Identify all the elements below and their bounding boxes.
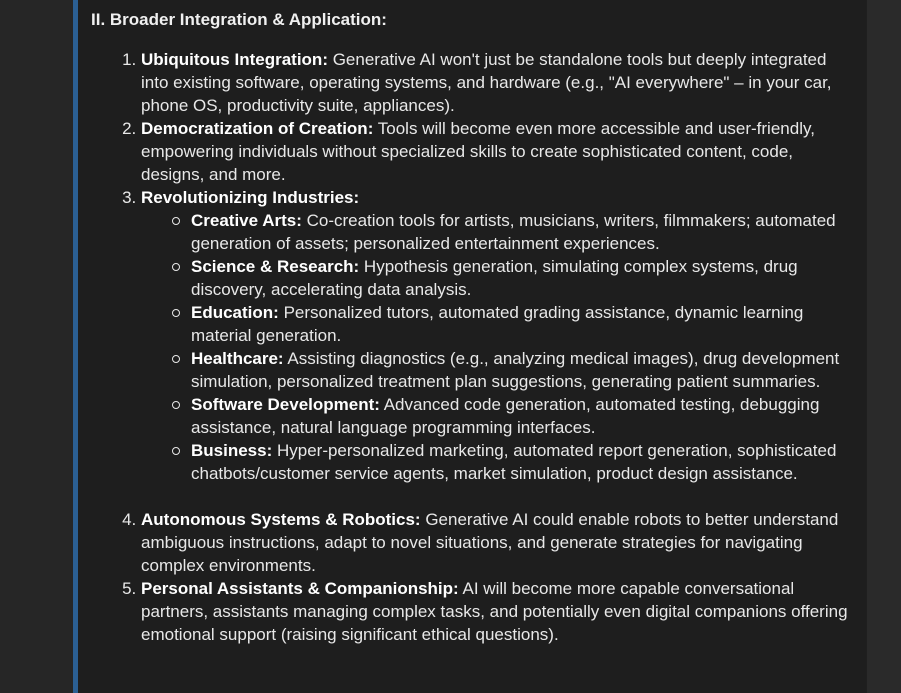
sub-item-software-development: Software Development: Advanced code gene… bbox=[172, 393, 851, 439]
list-item-term: Personal Assistants & Companionship: bbox=[141, 579, 459, 598]
hollow-circle-bullet-icon bbox=[172, 447, 180, 455]
list-item-term: Ubiquitous Integration: bbox=[141, 50, 328, 69]
sub-item-text: Co-creation tools for artists, musicians… bbox=[191, 211, 836, 253]
sub-item-text: Assisting diagnostics (e.g., analyzing m… bbox=[191, 349, 840, 391]
list-item-term: Autonomous Systems & Robotics: bbox=[141, 510, 421, 529]
right-gutter bbox=[866, 0, 901, 693]
hollow-circle-bullet-icon bbox=[172, 401, 180, 409]
industries-sub-list: Creative Arts: Co-creation tools for art… bbox=[141, 209, 851, 485]
hollow-circle-bullet-icon bbox=[172, 217, 180, 225]
list-item-term: Revolutionizing Industries: bbox=[141, 188, 360, 207]
list-item-text: Generative AI won't just be standalone t… bbox=[141, 50, 832, 115]
sub-item-text: Hypothesis generation, simulating comple… bbox=[191, 257, 798, 299]
sub-item-creative-arts: Creative Arts: Co-creation tools for art… bbox=[172, 209, 851, 255]
list-item-text: AI will become more capable conversation… bbox=[141, 579, 848, 644]
sub-item-education: Education: Personalized tutors, automate… bbox=[172, 301, 851, 347]
list-item-autonomous-systems: Autonomous Systems & Robotics: Generativ… bbox=[141, 508, 851, 577]
left-gutter bbox=[0, 0, 73, 693]
sub-item-text: Advanced code generation, automated test… bbox=[191, 395, 820, 437]
sub-item-term: Healthcare: bbox=[191, 349, 284, 368]
list-item-ubiquitous-integration: Ubiquitous Integration: Generative AI wo… bbox=[141, 48, 851, 117]
sub-item-term: Software Development: bbox=[191, 395, 380, 414]
list-item-personal-assistants: Personal Assistants & Companionship: AI … bbox=[141, 577, 851, 646]
section-heading: II. Broader Integration & Application: bbox=[91, 10, 387, 29]
hollow-circle-bullet-icon bbox=[172, 309, 180, 317]
sub-item-healthcare: Healthcare: Assisting diagnostics (e.g.,… bbox=[172, 347, 851, 393]
response-content: II. Broader Integration & Application: U… bbox=[91, 8, 851, 646]
sub-item-science-research: Science & Research: Hypothesis generatio… bbox=[172, 255, 851, 301]
blockquote-accent-bar bbox=[73, 0, 78, 693]
sub-item-term: Education: bbox=[191, 303, 279, 322]
main-numbered-list: Ubiquitous Integration: Generative AI wo… bbox=[91, 48, 851, 646]
list-item-text: Generative AI could enable robots to bet… bbox=[141, 510, 839, 575]
list-item-democratization: Democratization of Creation: Tools will … bbox=[141, 117, 851, 186]
hollow-circle-bullet-icon bbox=[172, 355, 180, 363]
sub-item-term: Science & Research: bbox=[191, 257, 360, 276]
sub-item-text: Hyper-personalized marketing, automated … bbox=[191, 441, 837, 483]
sub-item-business: Business: Hyper-personalized marketing, … bbox=[172, 439, 851, 485]
response-panel: II. Broader Integration & Application: U… bbox=[78, 0, 866, 693]
sub-item-text: Personalized tutors, automated grading a… bbox=[191, 303, 804, 345]
sub-item-term: Creative Arts: bbox=[191, 211, 302, 230]
scrollbar-edge bbox=[866, 0, 867, 693]
list-item-text: Tools will become even more accessible a… bbox=[141, 119, 815, 184]
sub-item-term: Business: bbox=[191, 441, 273, 460]
list-item-revolutionizing-industries: Revolutionizing Industries: Creative Art… bbox=[141, 186, 851, 485]
hollow-circle-bullet-icon bbox=[172, 263, 180, 271]
list-item-term: Democratization of Creation: bbox=[141, 119, 374, 138]
